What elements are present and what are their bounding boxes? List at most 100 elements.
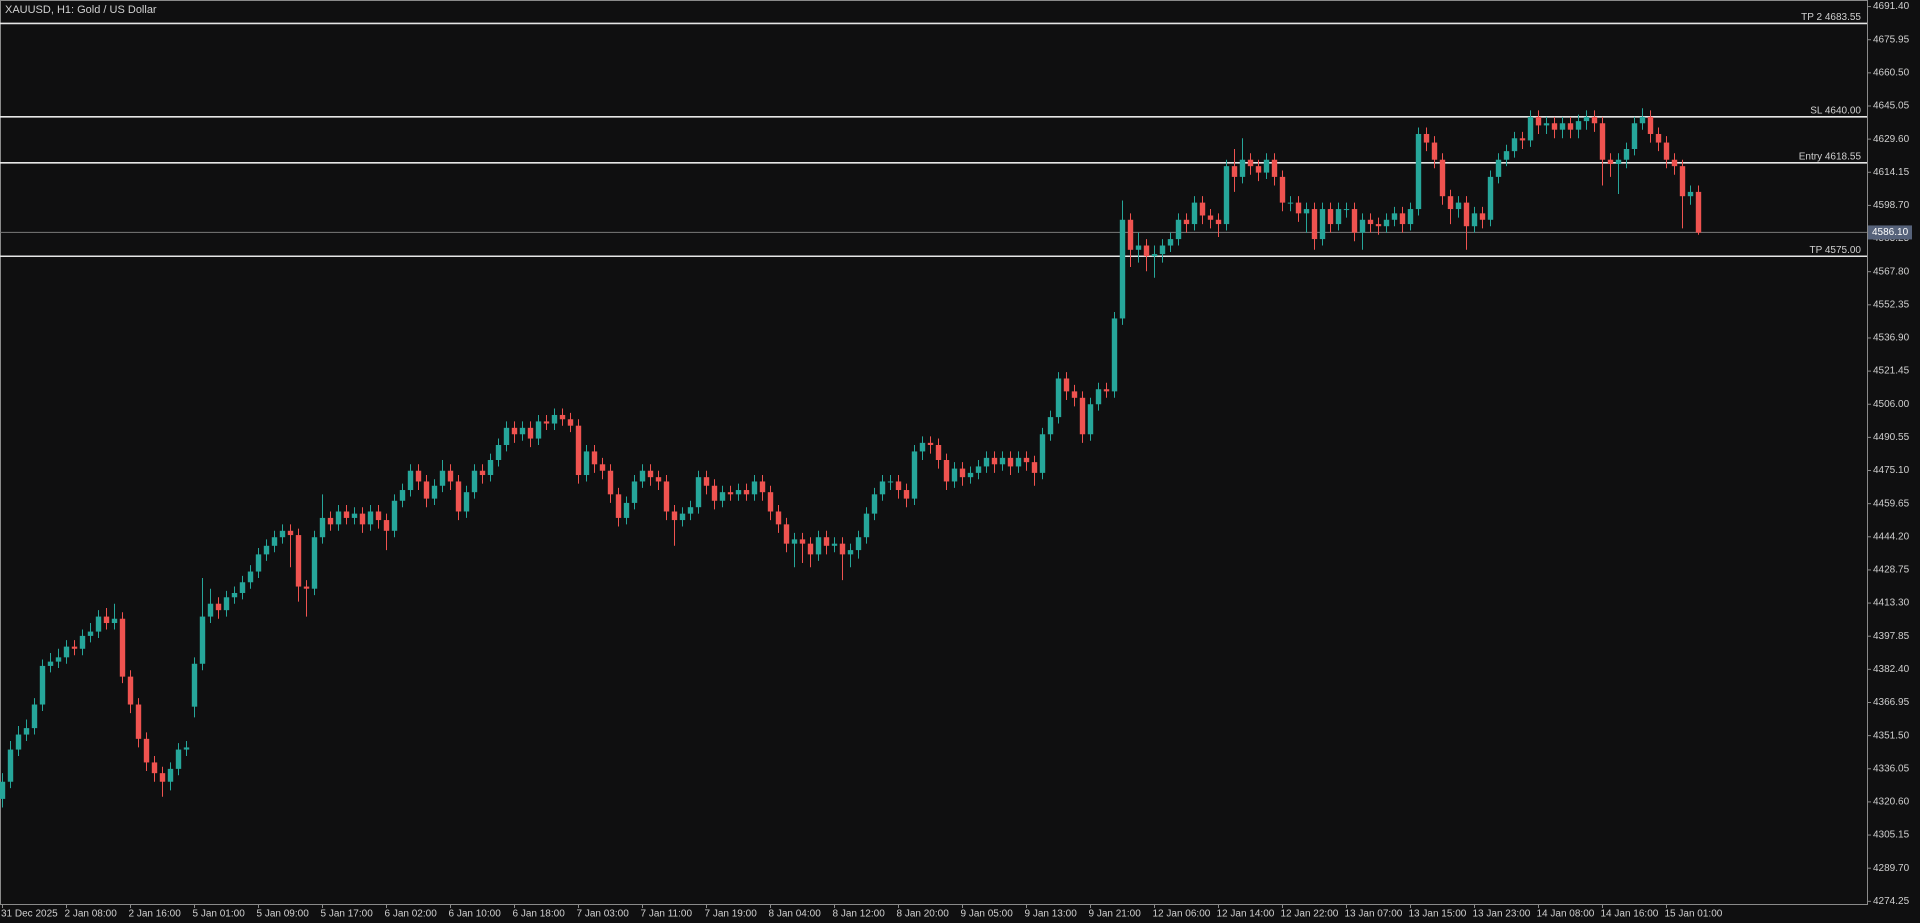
candle-body xyxy=(1535,116,1542,126)
candle-body xyxy=(255,554,262,572)
y-tick-label: 4598.70 xyxy=(1873,200,1910,211)
candle-body xyxy=(1655,133,1662,143)
candle-body xyxy=(1063,378,1070,392)
x-tick-label: 5 Jan 17:00 xyxy=(321,909,374,920)
candle-body xyxy=(999,457,1006,465)
x-tick-label: 13 Jan 07:00 xyxy=(1345,909,1403,920)
candle-body xyxy=(247,571,254,583)
x-tick-label: 9 Jan 05:00 xyxy=(961,909,1014,920)
candle-body xyxy=(55,657,62,662)
candle-body xyxy=(1335,209,1342,225)
candle-body xyxy=(1223,166,1230,225)
candle-body xyxy=(143,738,150,763)
candle-body xyxy=(815,537,822,555)
x-tick-label: 15 Jan 01:00 xyxy=(1665,909,1723,920)
level-label: TP 4575.00 xyxy=(1809,245,1861,256)
candle-body xyxy=(71,646,78,649)
candle-body xyxy=(207,603,214,617)
candle-body xyxy=(423,481,430,499)
candle-body xyxy=(975,466,982,473)
candle-body xyxy=(223,597,230,611)
candle-body xyxy=(967,472,974,478)
candle-body xyxy=(1575,121,1582,130)
candle-body xyxy=(367,511,374,525)
candle-body xyxy=(1079,397,1086,435)
y-tick-label: 4274.25 xyxy=(1873,896,1910,907)
candle-body xyxy=(375,511,382,521)
candle-body xyxy=(279,530,286,538)
candle-body xyxy=(95,616,102,632)
candle-body xyxy=(1519,138,1526,141)
candle-body xyxy=(631,481,638,503)
candle-body xyxy=(1327,209,1334,225)
candle-body xyxy=(215,603,222,611)
y-tick-label: 4675.95 xyxy=(1873,34,1910,45)
candle-body xyxy=(1287,202,1294,204)
chart-title: XAUUSD, H1: Gold / US Dollar xyxy=(5,4,157,16)
candle-body xyxy=(1415,133,1422,210)
x-tick-label: 2 Jan 08:00 xyxy=(65,909,118,920)
candle-body xyxy=(1015,457,1022,467)
candle-body xyxy=(839,543,846,555)
candle-body xyxy=(711,485,718,501)
candle-body xyxy=(159,773,166,782)
x-tick-label: 6 Jan 02:00 xyxy=(385,909,438,920)
candle-body xyxy=(807,543,814,555)
y-tick-label: 4289.70 xyxy=(1873,863,1910,874)
candle-body xyxy=(1671,159,1678,167)
candle-body xyxy=(15,734,22,750)
candle-body xyxy=(1143,245,1150,257)
y-tick-label: 4366.95 xyxy=(1873,697,1910,708)
candle-body xyxy=(1599,123,1606,160)
candle-body xyxy=(879,481,886,495)
candle-body xyxy=(1471,213,1478,227)
candle-body xyxy=(1295,202,1302,214)
candle-body xyxy=(1279,176,1286,203)
candle-body xyxy=(647,470,654,478)
x-tick-label: 5 Jan 01:00 xyxy=(193,909,246,920)
candle-body xyxy=(679,513,686,521)
candle-body xyxy=(1663,142,1670,160)
candle-body xyxy=(927,442,934,445)
candle-body xyxy=(1095,389,1102,405)
candle-body xyxy=(303,586,310,589)
candle-body xyxy=(1087,404,1094,435)
candle-body xyxy=(1367,219,1374,225)
candle-body xyxy=(295,535,302,587)
candle-body xyxy=(455,481,462,512)
candle-body xyxy=(959,468,966,478)
candle-body xyxy=(1455,202,1462,210)
candle-body xyxy=(199,616,206,664)
candle-body xyxy=(695,477,702,508)
y-tick-label: 4351.50 xyxy=(1873,730,1910,741)
candle-body xyxy=(503,427,510,445)
candle-body xyxy=(1623,148,1630,160)
x-tick-label: 14 Jan 16:00 xyxy=(1601,909,1659,920)
candle-body xyxy=(127,676,134,705)
candle-body xyxy=(591,451,598,465)
candle-body xyxy=(1215,219,1222,225)
y-tick-label: 4506.00 xyxy=(1873,399,1910,410)
x-tick-label: 8 Jan 12:00 xyxy=(833,909,886,920)
candle-body xyxy=(23,728,30,735)
candle-body xyxy=(783,524,790,544)
candle-body xyxy=(1591,116,1598,124)
y-tick-label: 4305.15 xyxy=(1873,830,1910,841)
y-tick-label: 4691.40 xyxy=(1873,1,1910,12)
candle-body xyxy=(1551,123,1558,130)
candle-body xyxy=(431,485,438,499)
candle-body xyxy=(263,545,270,555)
candle-body xyxy=(1271,159,1278,177)
candle-body xyxy=(1159,245,1166,255)
candle-body xyxy=(791,539,798,544)
candle-body xyxy=(567,419,574,426)
candle-body xyxy=(1503,151,1510,160)
candle-body xyxy=(175,749,182,769)
y-tick-label: 4320.60 xyxy=(1873,797,1910,808)
candles xyxy=(0,108,1702,808)
x-tick-label: 31 Dec 2025 xyxy=(1,909,58,920)
candle-body xyxy=(151,762,158,774)
candle-body xyxy=(1199,202,1206,216)
x-tick-label: 13 Jan 23:00 xyxy=(1473,909,1531,920)
